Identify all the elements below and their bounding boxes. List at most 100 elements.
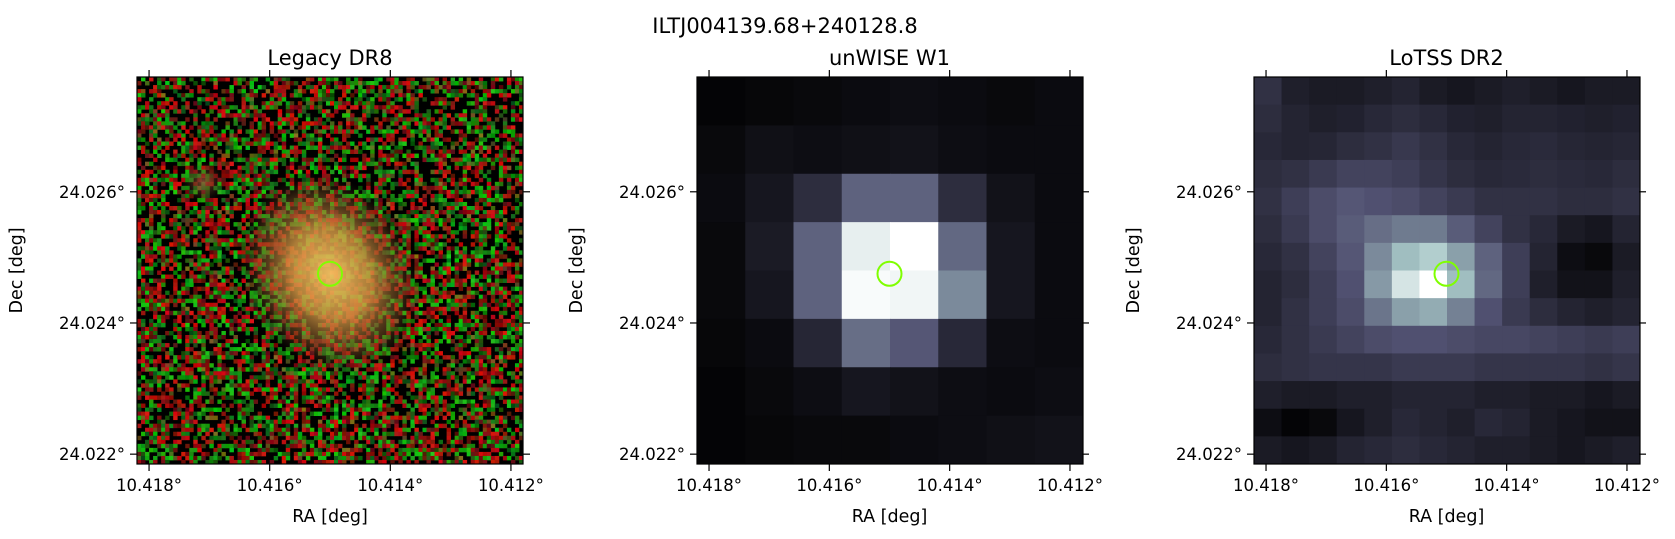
noise-pixel: [414, 330, 419, 336]
noise-pixel: [245, 210, 250, 215]
noise-pixel: [438, 306, 443, 312]
noise-pixel: [454, 189, 460, 195]
noise-pixel: [410, 129, 415, 134]
noise-pixel: [378, 177, 383, 183]
noise-pixel: [189, 375, 194, 380]
noise-pixel: [149, 371, 154, 376]
noise-pixel: [426, 137, 431, 142]
noise-pixel: [145, 234, 150, 239]
noise-pixel: [317, 165, 323, 171]
noise-pixel: [245, 161, 250, 167]
noise-pixel: [518, 181, 524, 187]
noise-pixel: [309, 411, 315, 417]
noise-pixel: [229, 371, 234, 376]
noise-pixel: [510, 226, 516, 231]
noise-pixel: [406, 234, 411, 239]
noise-pixel: [245, 403, 250, 408]
noise-pixel: [434, 254, 439, 259]
noise-pixel: [430, 371, 435, 376]
noise-pixel: [418, 93, 423, 98]
noise-pixel: [474, 121, 480, 126]
noise-pixel: [462, 254, 468, 259]
noise-pixel: [494, 218, 500, 223]
noise-pixel: [165, 189, 170, 195]
noise-pixel: [237, 197, 242, 203]
noise-pixel: [502, 278, 508, 283]
noise-pixel: [257, 157, 263, 163]
noise-pixel: [510, 214, 516, 219]
noise-pixel: [438, 169, 443, 175]
noise-pixel: [177, 77, 182, 82]
noise-pixel: [374, 185, 379, 191]
noise-pixel: [362, 105, 367, 110]
noise-pixel: [514, 206, 520, 211]
noise-pixel: [346, 149, 351, 154]
noise-pixel: [370, 391, 375, 396]
noise-pixel: [205, 222, 210, 227]
noise-pixel: [185, 149, 190, 154]
noise-pixel: [350, 129, 355, 134]
noise-pixel: [386, 189, 391, 195]
noise-pixel: [366, 81, 371, 86]
noise-pixel: [494, 230, 500, 235]
noise-pixel: [386, 367, 391, 372]
noise-pixel: [313, 145, 319, 150]
noise-pixel: [418, 230, 423, 235]
noise-pixel: [362, 101, 367, 106]
noise-pixel: [205, 363, 210, 368]
noise-pixel: [470, 250, 476, 255]
noise-pixel: [317, 145, 323, 150]
noise-pixel: [498, 165, 504, 171]
noise-pixel: [249, 125, 254, 130]
noise-pixel: [454, 165, 460, 171]
noise-pixel: [350, 383, 355, 388]
noise-pixel: [494, 222, 500, 227]
noise-pixel: [213, 302, 218, 308]
noise-pixel: [277, 113, 283, 118]
noise-pixel: [454, 206, 460, 211]
noise-pixel: [418, 226, 423, 231]
noise-pixel: [382, 403, 387, 408]
noise-pixel: [430, 77, 435, 82]
noise-pixel: [177, 222, 182, 227]
noise-pixel: [225, 294, 230, 300]
noise-pixel: [426, 117, 431, 122]
noise-pixel: [217, 282, 222, 288]
noise-pixel: [482, 363, 488, 368]
noise-pixel: [149, 197, 154, 203]
noise-pixel: [285, 77, 291, 82]
noise-pixel: [378, 165, 383, 171]
noise-pixel: [153, 125, 158, 130]
noise-pixel: [482, 97, 488, 102]
noise-pixel: [229, 210, 234, 215]
noise-pixel: [482, 367, 488, 372]
noise-pixel: [434, 185, 439, 191]
noise-pixel: [434, 399, 439, 404]
noise-pixel: [446, 210, 452, 215]
noise-pixel: [241, 367, 246, 372]
noise-pixel: [414, 355, 419, 360]
noise-pixel: [450, 157, 456, 163]
noise-pixel: [518, 201, 524, 207]
noise-pixel: [225, 351, 230, 356]
noise-pixel: [514, 173, 520, 179]
noise-pixel: [386, 77, 391, 82]
noise-pixel: [209, 375, 214, 380]
noise-pixel: [486, 234, 492, 239]
noise-pixel: [434, 218, 439, 223]
noise-pixel: [390, 197, 395, 203]
noise-pixel: [309, 145, 315, 150]
noise-pixel: [474, 206, 480, 211]
noise-pixel: [430, 318, 435, 324]
noise-pixel: [153, 254, 158, 259]
noise-pixel: [221, 270, 226, 275]
noise-pixel: [342, 169, 347, 175]
noise-pixel: [225, 318, 230, 324]
noise-pixel: [205, 218, 210, 223]
noise-pixel: [217, 230, 222, 235]
noise-pixel: [205, 330, 210, 336]
noise-pixel: [422, 210, 427, 215]
noise-pixel: [193, 387, 198, 392]
noise-pixel: [462, 133, 468, 138]
noise-pixel: [514, 181, 520, 187]
